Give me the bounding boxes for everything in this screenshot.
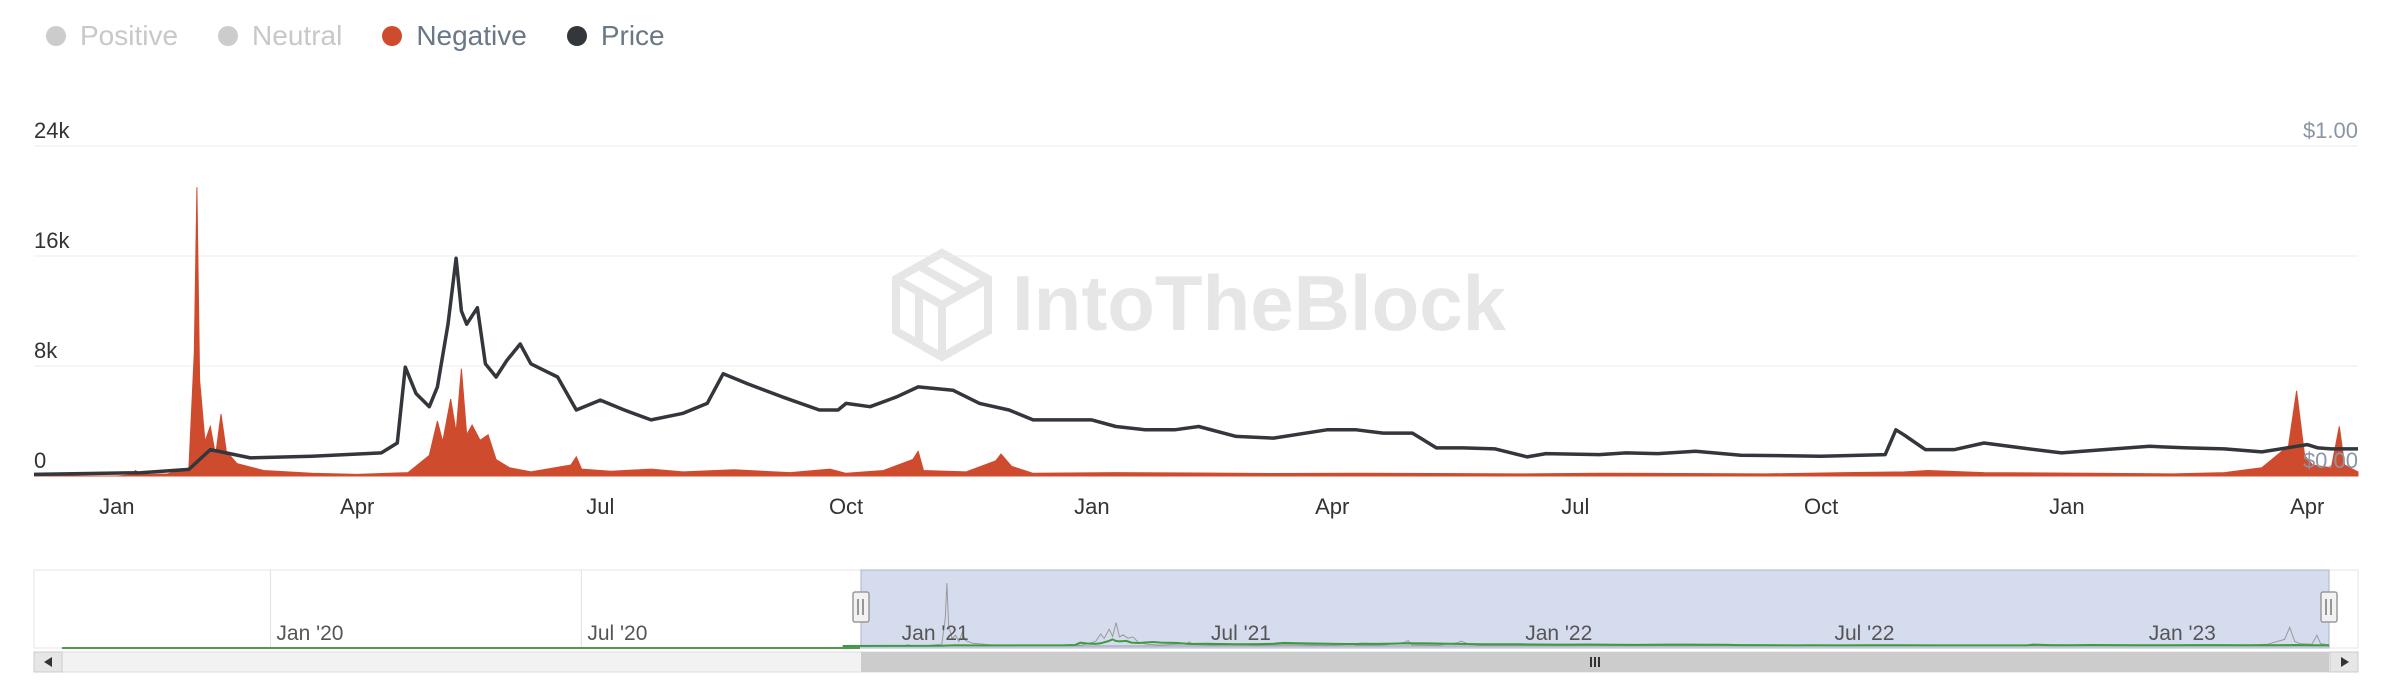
navigator-tick-label: Jan '22 — [1525, 622, 1592, 645]
scrollbar[interactable] — [33, 651, 2359, 673]
legend-label: Positive — [80, 20, 179, 51]
x-axis-tick-label: Oct — [829, 494, 863, 519]
arrow-left-icon — [44, 657, 52, 667]
left-axis-tick-label: 16k — [34, 228, 70, 253]
x-axis: Jan Apr Jul Oct Jan Apr Jul Oct Jan Apr — [99, 494, 2324, 519]
legend-item-negative[interactable]: Negative — [382, 20, 527, 52]
circle-dot-icon — [46, 26, 66, 46]
legend-label: Neutral — [252, 20, 343, 51]
circle-dot-icon — [566, 26, 587, 46]
circle-dot-icon — [382, 26, 403, 46]
x-axis-tick-label: Jan — [1074, 494, 1109, 519]
left-axis: 0 8k 16k 24k — [34, 120, 70, 473]
x-axis-tick-label: Jan — [2049, 494, 2084, 519]
legend-label: Price — [600, 20, 665, 51]
left-axis-tick-label: 24k — [34, 120, 70, 143]
price-series — [33, 256, 2358, 477]
x-axis-tick-label: Jul — [1561, 494, 1589, 519]
right-axis: $0.00 $1.00 — [2303, 120, 2358, 473]
price-line — [33, 256, 2358, 477]
negative-area — [34, 187, 2359, 477]
navigator-labels: Jan '20 Jul '20 Jan '21 Jul '21 Jan '22 Jul '… — [276, 622, 2215, 645]
legend-label: Negative — [416, 20, 527, 51]
grip-icon — [1590, 657, 1600, 667]
range-navigator[interactable]: Jan '20 Jul '20 Jan '21 Jul '21 Jan '22 Jul '… — [0, 565, 2386, 680]
x-axis-tick-label: Apr — [1315, 494, 1349, 519]
main-chart: IntoTheBlock 0 8k 16k 24k $0.00 $1.00 Jan Apr… — [33, 120, 2359, 519]
navigator-handle-left[interactable] — [852, 591, 870, 623]
navigator-tick-label: Jan '20 — [276, 622, 343, 645]
left-axis-tick-label: 8k — [34, 338, 58, 363]
watermark-text: IntoTheBlock — [1012, 259, 1507, 347]
x-axis-tick-label: Oct — [1804, 494, 1838, 519]
arrow-right-icon — [2341, 657, 2349, 667]
right-axis-tick-label: $1.00 — [2303, 120, 2358, 143]
negative-series — [34, 187, 2359, 477]
x-axis-tick-label: Jan — [99, 494, 134, 519]
navigator-handle-right[interactable] — [2320, 591, 2338, 623]
navigator-tick-label: Jul '20 — [587, 622, 647, 645]
watermark: IntoTheBlock — [892, 248, 1507, 362]
x-axis-tick-label: Apr — [2290, 494, 2324, 519]
navigator-selection[interactable] — [860, 569, 2330, 649]
left-axis-tick-label: 0 — [34, 448, 46, 473]
navigator-series — [842, 582, 2330, 647]
legend-item-price[interactable]: Price — [566, 20, 665, 52]
navigator-tick-label: Jan '21 — [902, 622, 969, 645]
legend-item-neutral[interactable]: Neutral — [218, 20, 342, 52]
x-axis-tick-label: Jul — [586, 494, 614, 519]
navigator-tick-label: Jul '22 — [1834, 622, 1894, 645]
navigator-price-line — [842, 638, 2329, 647]
navigator-tick-label: Jul '21 — [1211, 622, 1271, 645]
right-axis-tick-label: $0.00 — [2303, 448, 2358, 473]
circle-dot-icon — [218, 26, 239, 46]
x-axis-tick-label: Apr — [340, 494, 374, 519]
navigator-tick-label: Jan '23 — [2149, 622, 2216, 645]
chart-legend: Positive Neutral Negative Price — [46, 14, 665, 58]
legend-item-positive[interactable]: Positive — [46, 20, 178, 52]
cube-logo-icon — [892, 248, 992, 362]
